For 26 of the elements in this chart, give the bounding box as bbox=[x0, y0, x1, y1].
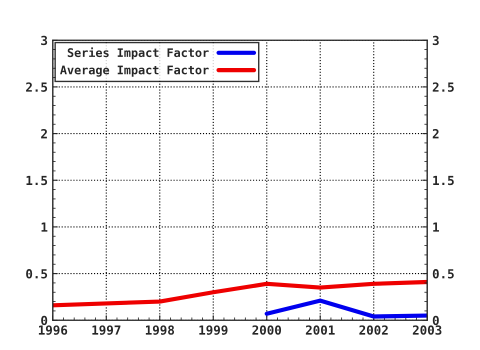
y-tick-label: 1 bbox=[42, 222, 48, 232]
x-tick-label: 2000 bbox=[252, 325, 282, 335]
y-tick-label: 0.5 bbox=[26, 269, 48, 279]
y2-tick-label: 3 bbox=[432, 36, 439, 46]
y-tick-label: 1.5 bbox=[26, 176, 48, 186]
y2-tick-label: 0 bbox=[432, 316, 439, 326]
y2-tick-label: 1 bbox=[433, 222, 439, 232]
x-tick-label: 2001 bbox=[306, 325, 335, 335]
y-tick-label: 2 bbox=[41, 129, 47, 138]
line-series bbox=[52, 280, 428, 308]
y2-tick-label: 0.5 bbox=[432, 269, 454, 279]
legend-label: Average Impact Factor bbox=[60, 66, 209, 77]
y-tick-label: 3 bbox=[41, 36, 48, 46]
x-tick-label: 2003 bbox=[412, 325, 442, 335]
x-tick-label: 1996 bbox=[38, 325, 68, 335]
x-tick-label: 1997 bbox=[92, 325, 120, 335]
y-tick-label: 2.5 bbox=[26, 82, 48, 92]
y2-tick-label: 2.5 bbox=[432, 82, 454, 92]
y2-tick-label: 1.5 bbox=[433, 176, 454, 186]
x-tick-label: 1998 bbox=[146, 325, 174, 335]
line-series bbox=[264, 298, 428, 319]
y-tick-label: 0 bbox=[41, 316, 48, 326]
legend-label: Series Impact Factor bbox=[68, 47, 209, 60]
y2-tick-label: 2 bbox=[432, 129, 439, 138]
x-tick-label: 2002 bbox=[359, 325, 388, 335]
x-tick-label: 1999 bbox=[199, 325, 228, 335]
